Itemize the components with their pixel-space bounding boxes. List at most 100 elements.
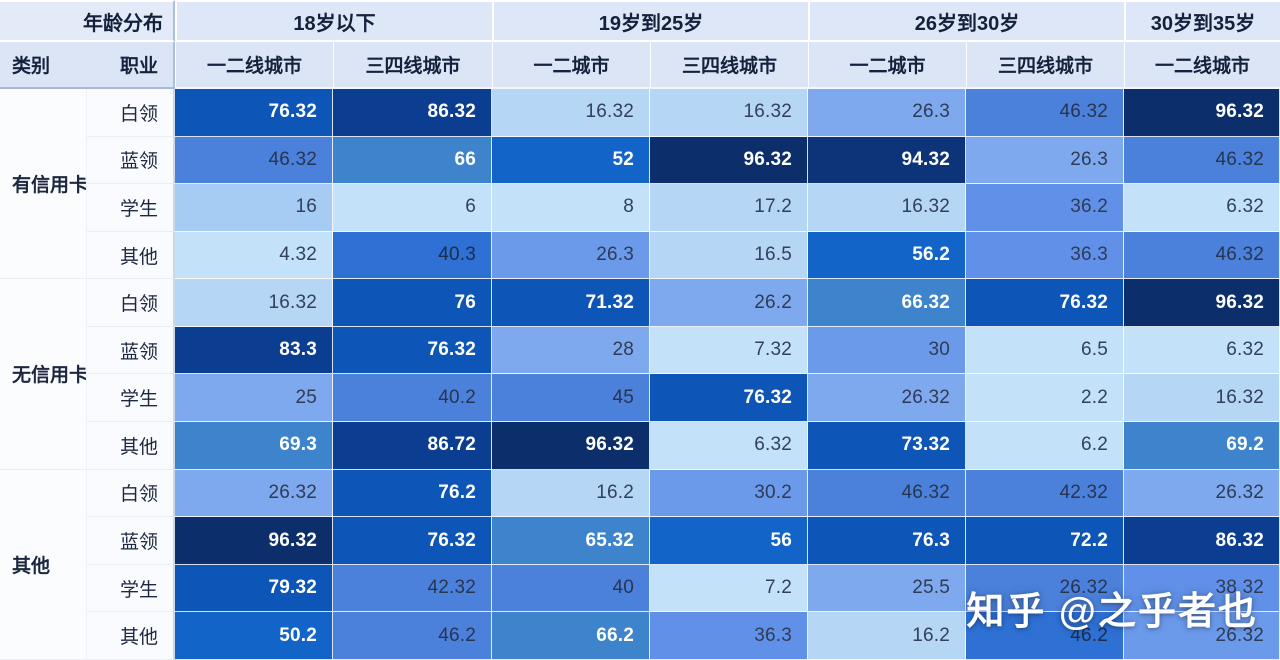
heatmap-cell: 46.32 [966, 89, 1124, 137]
heatmap-cell: 45 [492, 374, 650, 423]
heatmap-cell: 69.3 [175, 422, 333, 470]
heatmap-cell: 46.2 [966, 612, 1124, 660]
age-group-header: 19岁到25岁 [492, 0, 808, 42]
heatmap-cell: 6.5 [966, 326, 1124, 375]
heatmap-cell: 40.3 [333, 231, 492, 280]
heatmap-cell: 76.2 [333, 469, 492, 518]
heatmap-cell: 46.32 [1124, 231, 1280, 280]
heatmap-cell: 69.2 [1124, 422, 1280, 470]
category-group-label: 无信用卡 [0, 279, 87, 470]
heatmap-cell: 76.32 [175, 89, 333, 137]
heatmap-cell: 66.32 [808, 279, 966, 327]
heatmap-cell: 8 [492, 184, 650, 232]
heatmap-cell: 56 [650, 517, 808, 565]
heatmap-cell: 46.32 [175, 136, 333, 185]
heatmap-cell: 6.32 [1124, 184, 1280, 232]
heatmap-cell: 26.3 [966, 136, 1124, 185]
heatmap-cell: 26.3 [492, 231, 650, 280]
heatmap-cell: 4.32 [175, 231, 333, 280]
heatmap-cell: 6.32 [650, 422, 808, 470]
heatmap-cell: 96.32 [650, 136, 808, 185]
occupation-label: 学生 [87, 374, 175, 423]
category-group-label: 有信用卡 [0, 89, 87, 280]
heatmap-cell: 7.32 [650, 326, 808, 375]
heatmap-cell: 71.32 [492, 279, 650, 327]
heatmap-cell: 26.32 [808, 374, 966, 423]
heatmap-cell: 16.2 [808, 612, 966, 660]
occupation-label: 其他 [87, 422, 175, 470]
heatmap-cell: 65.32 [492, 517, 650, 565]
heatmap-cell: 26.32 [1124, 469, 1280, 518]
city-column-header: 三四线城市 [966, 42, 1124, 89]
heatmap-cell: 2.2 [966, 374, 1124, 423]
heatmap-cell: 17.2 [650, 184, 808, 232]
age-group-header: 18岁以下 [175, 0, 492, 42]
city-column-header: 一二线城市 [175, 42, 333, 89]
heatmap-cell: 76.32 [333, 517, 492, 565]
heatmap-cell: 46.32 [1124, 136, 1280, 185]
heatmap-cell: 6 [333, 184, 492, 232]
heatmap-cell: 50.2 [175, 612, 333, 660]
heatmap-cell: 42.32 [333, 564, 492, 613]
heatmap-cell: 76.32 [650, 374, 808, 423]
heatmap-cell: 79.32 [175, 564, 333, 613]
heatmap-cell: 38.32 [1124, 564, 1280, 613]
heatmap-cell: 76.3 [808, 517, 966, 565]
heatmap-cell: 16.2 [492, 469, 650, 518]
city-column-header: 一二线城市 [1124, 42, 1280, 89]
heatmap-cell: 72.2 [966, 517, 1124, 565]
heatmap-cell: 86.72 [333, 422, 492, 470]
age-group-header: 30岁到35岁 [1124, 0, 1280, 42]
heatmap-cell: 86.32 [1124, 517, 1280, 565]
heatmap-cell: 83.3 [175, 326, 333, 375]
occupation-label: 蓝领 [87, 517, 175, 565]
heatmap-cell: 16.32 [650, 89, 808, 137]
heatmap-cell: 16.32 [492, 89, 650, 137]
heatmap-cell: 16.5 [650, 231, 808, 280]
city-column-header: 一二城市 [808, 42, 966, 89]
heatmap-cell: 26.3 [808, 89, 966, 137]
heatmap-cell: 26.32 [966, 564, 1124, 613]
occupation-label: 学生 [87, 564, 175, 613]
heatmap-cell: 76.32 [966, 279, 1124, 327]
heatmap-cell: 26.32 [1124, 612, 1280, 660]
heatmap-cell: 30.2 [650, 469, 808, 518]
heatmap-cell: 94.32 [808, 136, 966, 185]
occupation-label: 蓝领 [87, 326, 175, 375]
city-column-header: 一二城市 [492, 42, 650, 89]
heatmap-cell: 40 [492, 564, 650, 613]
heatmap-cell: 25.5 [808, 564, 966, 613]
occupation-label: 学生 [87, 184, 175, 232]
heatmap-cell: 86.32 [333, 89, 492, 137]
heatmap-cell: 96.32 [1124, 89, 1280, 137]
occupation-label: 白领 [87, 89, 175, 137]
heatmap-cell: 7.2 [650, 564, 808, 613]
heatmap-cell: 25 [175, 374, 333, 423]
heatmap-cell: 16 [175, 184, 333, 232]
heatmap-cell: 36.3 [650, 612, 808, 660]
heatmap-cell: 73.32 [808, 422, 966, 470]
occupation-label: 蓝领 [87, 136, 175, 185]
heatmap-cell: 16.32 [808, 184, 966, 232]
heatmap-cell: 6.2 [966, 422, 1124, 470]
age-distribution-header: 年龄分布 [0, 0, 175, 42]
heatmap-cell: 66.2 [492, 612, 650, 660]
heatmap-cell: 96.32 [1124, 279, 1280, 327]
heatmap-cell: 46.2 [333, 612, 492, 660]
occupation-header: 职业 [87, 42, 175, 89]
heatmap-cell: 26.2 [650, 279, 808, 327]
heatmap-cell: 96.32 [175, 517, 333, 565]
heatmap-cell: 36.3 [966, 231, 1124, 280]
heatmap-cell: 40.2 [333, 374, 492, 423]
heatmap-cell: 36.2 [966, 184, 1124, 232]
heatmap-cell: 56.2 [808, 231, 966, 280]
occupation-label: 其他 [87, 612, 175, 660]
city-column-header: 三四线城市 [650, 42, 808, 89]
heatmap-cell: 76.32 [333, 326, 492, 375]
heatmap-cell: 16.32 [1124, 374, 1280, 423]
heatmap-cell: 96.32 [492, 422, 650, 470]
occupation-label: 白领 [87, 279, 175, 327]
heatmap-cell: 52 [492, 136, 650, 185]
